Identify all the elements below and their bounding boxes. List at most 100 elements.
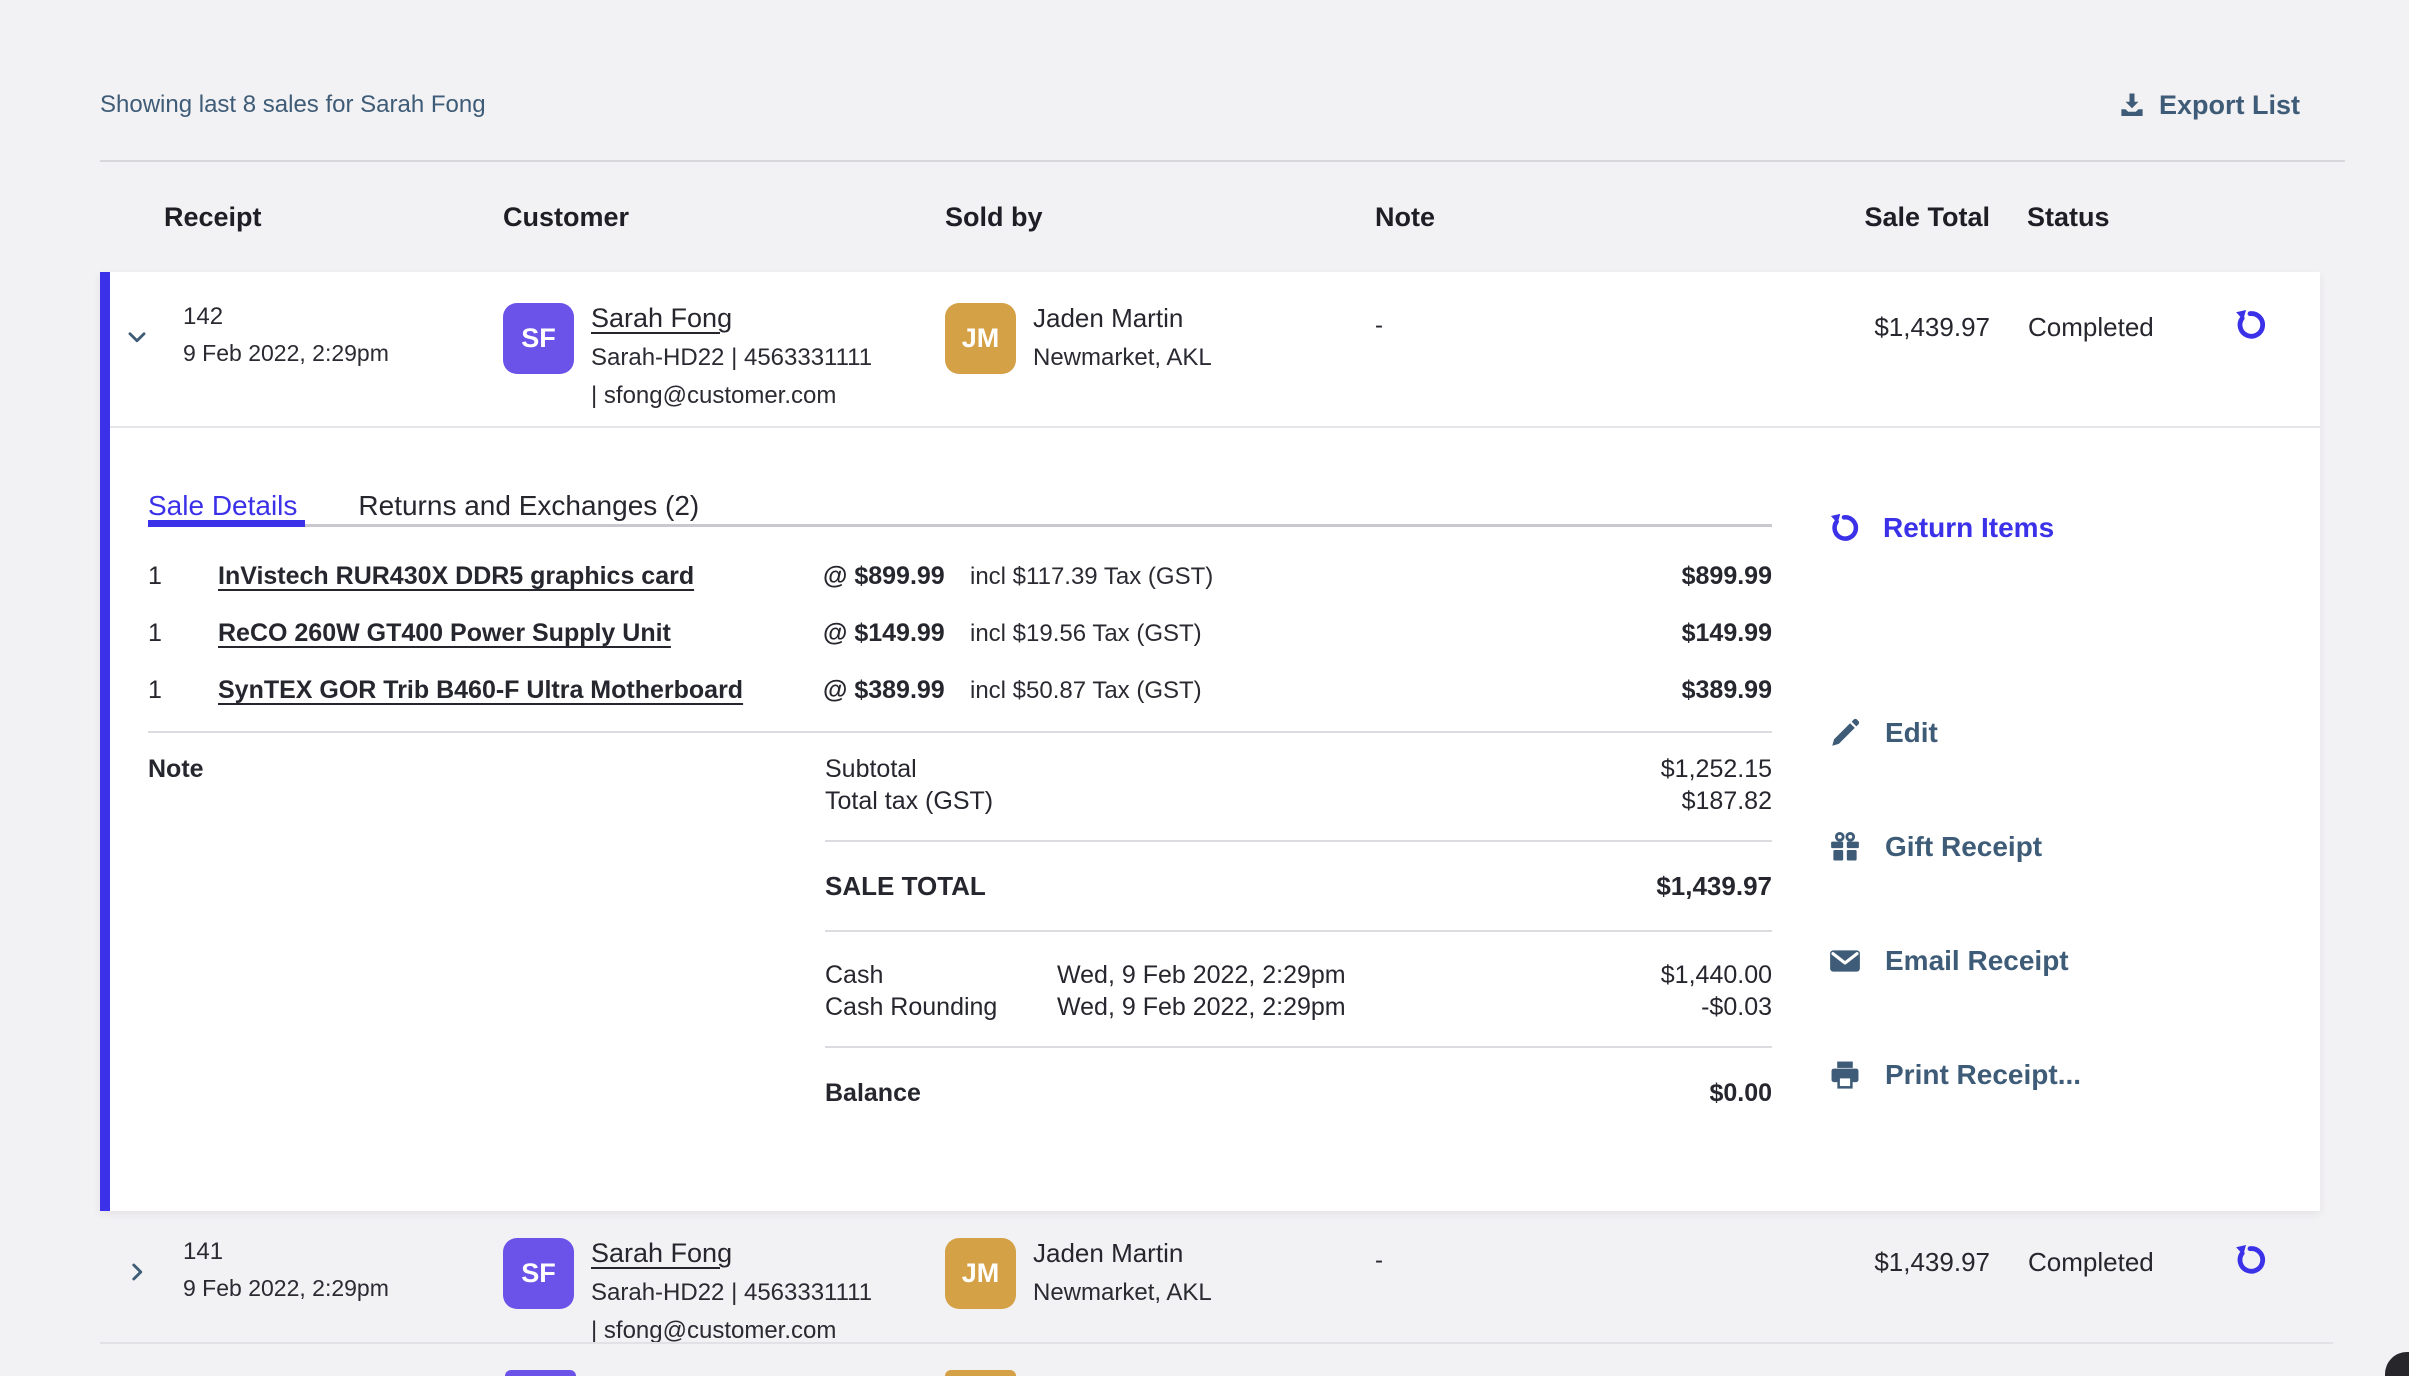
tab-track xyxy=(148,520,1772,527)
line-items: 1 InVistech RUR430X DDR5 graphics card @… xyxy=(148,548,1772,719)
return-items-button[interactable]: Return Items xyxy=(1828,510,2054,546)
active-tab-indicator xyxy=(148,520,305,527)
sale-total-row: SALE TOTAL $1,439.97 xyxy=(825,868,1772,904)
expanded-sale-card: 142 9 Feb 2022, 2:29pm SF Sarah Fong Sar… xyxy=(100,272,2320,1211)
payment-method: Cash xyxy=(825,961,1057,990)
item-name-link[interactable]: ReCO 260W GT400 Power Supply Unit xyxy=(218,619,671,648)
line-item: 1 SynTEX GOR Trib B460-F Ultra Motherboa… xyxy=(148,662,1772,719)
next-row-customer-avatar-peek xyxy=(505,1370,576,1376)
balance-label: Balance xyxy=(825,1079,921,1108)
salesperson-location: Newmarket, AKL xyxy=(1033,1279,1212,1307)
payment-row: Cash Rounding Wed, 9 Feb 2022, 2:29pm -$… xyxy=(825,991,1772,1023)
column-header-status: Status xyxy=(1990,202,2180,233)
gift-icon xyxy=(1828,830,1862,864)
column-header-sold-by: Sold by xyxy=(945,202,1375,233)
status-cell: Completed xyxy=(1990,272,2180,343)
salesperson-name: Jaden Martin xyxy=(1033,1238,1212,1269)
edit-button[interactable]: Edit xyxy=(1828,715,1938,751)
item-unit-price: @ $899.99 xyxy=(823,562,970,591)
customer-name-link[interactable]: Sarah Fong xyxy=(591,303,872,334)
item-unit-price: @ $149.99 xyxy=(823,619,970,648)
download-icon xyxy=(2117,90,2147,120)
customer-avatar: SF xyxy=(503,303,574,374)
subtotal-value: $1,252.15 xyxy=(1661,755,1772,784)
sold-by-cell: JM Jaden Martin Newmarket, AKL xyxy=(945,272,1375,374)
rotate-ccw-icon xyxy=(1828,512,1860,544)
return-sale-icon[interactable] xyxy=(2233,1243,2267,1277)
sale-total-cell: $1,439.97 xyxy=(1735,1211,1990,1278)
salesperson-location: Newmarket, AKL xyxy=(1033,344,1212,372)
receipt-date: 9 Feb 2022, 2:29pm xyxy=(183,1275,503,1302)
results-summary: Showing last 8 sales for Sarah Fong xyxy=(100,91,486,119)
total-tax-label: Total tax (GST) xyxy=(825,787,993,816)
active-row-indicator xyxy=(100,272,110,1211)
email-receipt-label: Email Receipt xyxy=(1885,945,2069,977)
sale-total-value: $1,439.97 xyxy=(1656,871,1772,902)
balance-value: $0.00 xyxy=(1709,1079,1772,1108)
receipt-cell: 141 9 Feb 2022, 2:29pm xyxy=(100,1211,503,1302)
line-item: 1 ReCO 260W GT400 Power Supply Unit @ $1… xyxy=(148,605,1772,662)
chat-widget-corner[interactable] xyxy=(2385,1352,2409,1376)
salesperson-avatar: JM xyxy=(945,1238,1016,1309)
item-name-link[interactable]: SynTEX GOR Trib B460-F Ultra Motherboard xyxy=(218,676,743,705)
print-receipt-button[interactable]: Print Receipt... xyxy=(1828,1057,2081,1093)
item-tax: incl $50.87 Tax (GST) xyxy=(970,677,1682,705)
page-topbar: Showing last 8 sales for Sarah Fong Expo… xyxy=(100,78,2345,132)
edit-label: Edit xyxy=(1885,717,1938,749)
sale-total-divider xyxy=(825,930,1772,932)
balance-row: Balance $0.00 xyxy=(825,1075,1772,1111)
customer-email: | sfong@customer.com xyxy=(591,1317,872,1345)
note-cell: - xyxy=(1375,272,1735,340)
item-quantity: 1 xyxy=(148,619,218,648)
row-actions-cell xyxy=(2180,272,2320,342)
subtotal-label: Subtotal xyxy=(825,755,917,784)
customer-code-phone: Sarah-HD22 | 4563331111 xyxy=(591,344,872,372)
column-header-sale-total: Sale Total xyxy=(1735,202,1990,233)
return-sale-icon[interactable] xyxy=(2233,308,2267,342)
export-list-button[interactable]: Export List xyxy=(2117,90,2300,121)
item-total: $149.99 xyxy=(1682,619,1772,648)
note-label: Note xyxy=(148,753,825,1111)
payment-row: Cash Wed, 9 Feb 2022, 2:29pm $1,440.00 xyxy=(825,959,1772,991)
customer-avatar: SF xyxy=(503,1238,574,1309)
sale-row-141[interactable]: 141 9 Feb 2022, 2:29pm SF Sarah Fong Sar… xyxy=(100,1211,2320,1345)
totals-section: Subtotal $1,252.15 Total tax (GST) $187.… xyxy=(825,753,1772,1111)
printer-icon xyxy=(1828,1058,1862,1092)
payment-date: Wed, 9 Feb 2022, 2:29pm xyxy=(1057,961,1661,990)
return-items-label: Return Items xyxy=(1883,512,2054,544)
customer-name-link[interactable]: Sarah Fong xyxy=(591,1238,872,1269)
detail-tabs: Sale Details Returns and Exchanges (2) xyxy=(148,428,1772,490)
item-total: $389.99 xyxy=(1682,676,1772,705)
item-name-link[interactable]: InVistech RUR430X DDR5 graphics card xyxy=(218,562,694,591)
customer-email: | sfong@customer.com xyxy=(591,382,872,410)
column-header-receipt: Receipt xyxy=(100,202,503,233)
envelope-icon xyxy=(1828,944,1862,978)
print-receipt-label: Print Receipt... xyxy=(1885,1059,2081,1091)
customer-cell: SF Sarah Fong Sarah-HD22 | 4563331111 | … xyxy=(503,1211,945,1345)
status-cell: Completed xyxy=(1990,1211,2180,1278)
payment-method: Cash Rounding xyxy=(825,993,1057,1022)
note-cell: - xyxy=(1375,1211,1735,1275)
customer-code-phone: Sarah-HD22 | 4563331111 xyxy=(591,1279,872,1307)
sale-row-142[interactable]: 142 9 Feb 2022, 2:29pm SF Sarah Fong Sar… xyxy=(100,272,2320,428)
column-header-note: Note xyxy=(1375,202,1735,233)
chevron-down-icon[interactable] xyxy=(124,324,150,350)
customer-cell: SF Sarah Fong Sarah-HD22 | 4563331111 | … xyxy=(503,272,945,410)
subtotal-row: Subtotal $1,252.15 xyxy=(825,753,1772,785)
total-tax-row: Total tax (GST) $187.82 xyxy=(825,785,1772,817)
gift-receipt-button[interactable]: Gift Receipt xyxy=(1828,829,2042,865)
payment-date: Wed, 9 Feb 2022, 2:29pm xyxy=(1057,993,1701,1022)
export-list-label: Export List xyxy=(2159,90,2300,121)
row-divider xyxy=(100,1342,2333,1344)
item-quantity: 1 xyxy=(148,562,218,591)
line-item: 1 InVistech RUR430X DDR5 graphics card @… xyxy=(148,548,1772,605)
chevron-right-icon[interactable] xyxy=(124,1259,150,1285)
action-rail: Return Items Edit xyxy=(1828,428,2298,1111)
pencil-icon xyxy=(1828,716,1862,750)
email-receipt-button[interactable]: Email Receipt xyxy=(1828,943,2069,979)
column-header-customer: Customer xyxy=(503,202,945,233)
receipt-cell: 142 9 Feb 2022, 2:29pm xyxy=(100,272,503,367)
sale-detail-panel: Sale Details Returns and Exchanges (2) 1… xyxy=(100,428,2320,1111)
table-header-row: Receipt Customer Sold by Note Sale Total… xyxy=(100,162,2320,272)
sale-total-label: SALE TOTAL xyxy=(825,871,986,902)
